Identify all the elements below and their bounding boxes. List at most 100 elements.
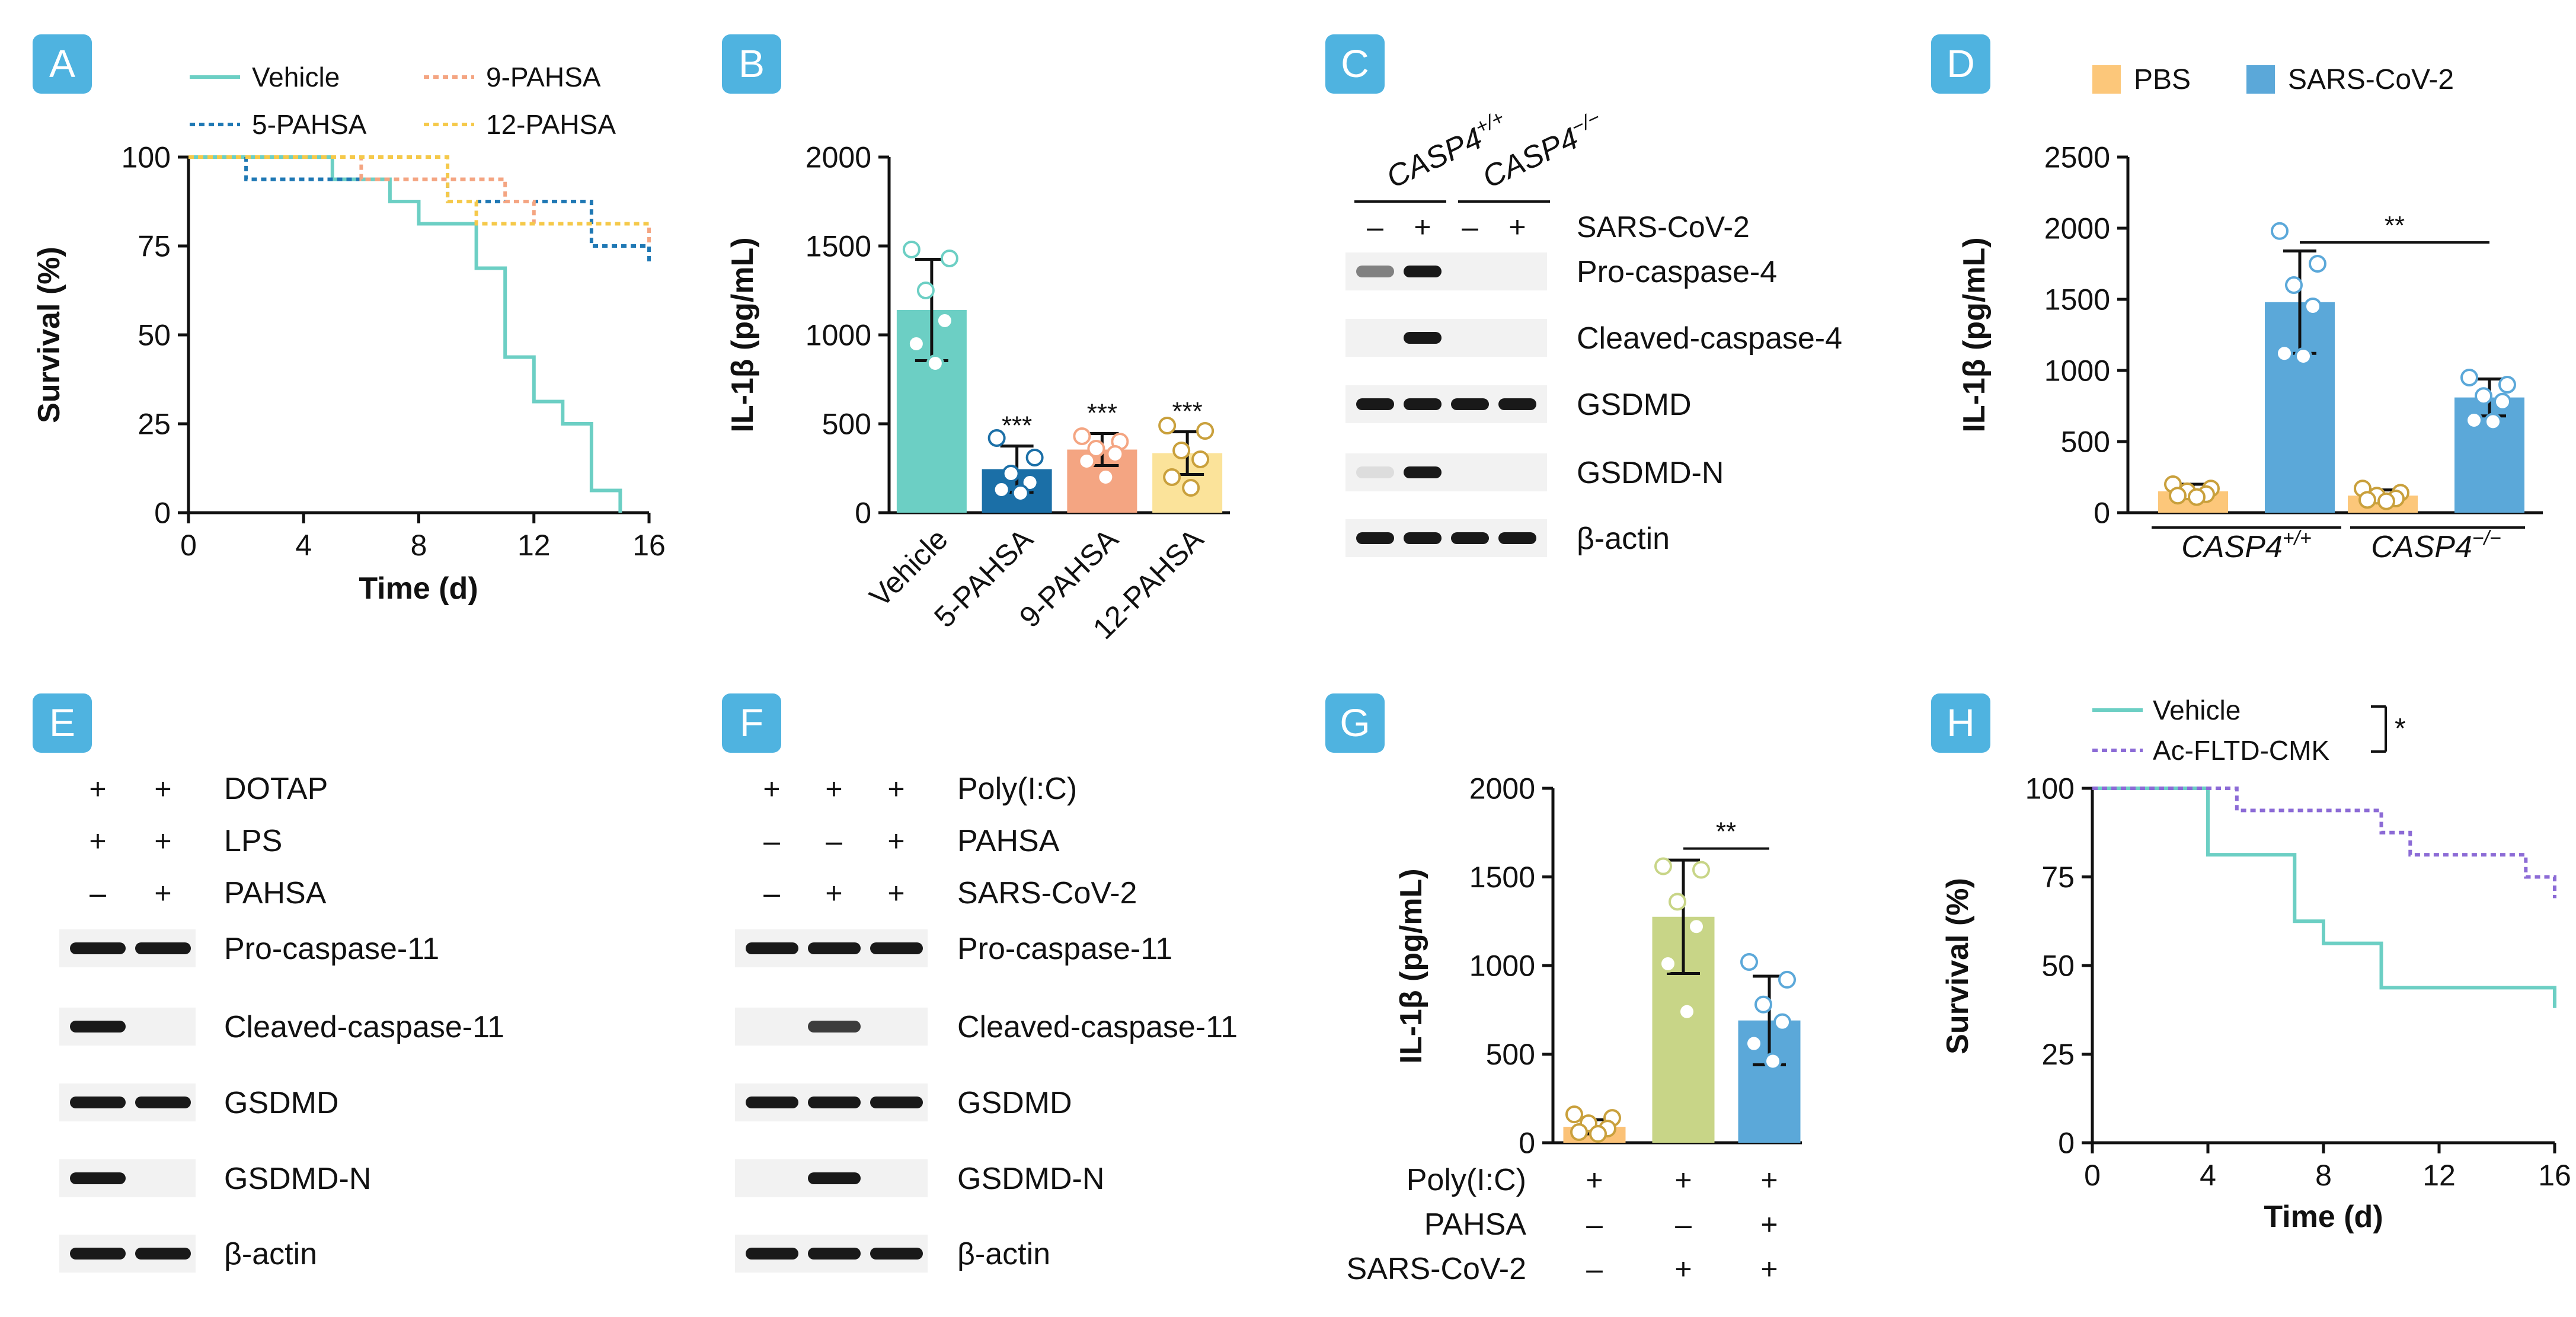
treatment-label: DOTAP <box>224 772 328 806</box>
blot-band <box>808 1172 861 1184</box>
treatment-label: Poly(I:C) <box>957 772 1077 806</box>
blot-band <box>70 942 126 954</box>
data-point <box>926 354 944 372</box>
blot-band <box>1404 266 1442 277</box>
data-point <box>1565 1105 1583 1124</box>
data-point <box>1011 484 1030 502</box>
data-point <box>1669 893 1686 911</box>
significance-label: ** <box>1716 817 1736 846</box>
treatment-label: PAHSA <box>1424 1207 1527 1242</box>
data-point <box>2285 276 2303 294</box>
y-tick-label: 2000 <box>806 141 871 174</box>
y-tick-label: 2000 <box>2044 212 2110 245</box>
data-point <box>2465 411 2483 429</box>
legend-label: 9-PAHSA <box>486 62 601 92</box>
y-tick-label: 2000 <box>1469 772 1535 805</box>
data-point <box>1778 970 1796 989</box>
data-point <box>1687 918 1705 936</box>
badge-box <box>1931 693 1990 753</box>
blot-band <box>1356 398 1394 410</box>
significance-label: *** <box>1087 399 1117 428</box>
data-point <box>1106 445 1124 463</box>
blot-band <box>746 942 798 954</box>
data-point <box>1172 442 1191 459</box>
blot-label: GSDMD <box>957 1086 1072 1120</box>
treatment-sign: + <box>825 877 842 910</box>
blot-label: β-actin <box>224 1237 317 1271</box>
y-axis-label: IL-1β (pg/mL) <box>1394 868 1428 1063</box>
y-tick-label: 100 <box>2025 772 2075 805</box>
data-point <box>907 335 925 353</box>
blot-label: GSDMD <box>224 1086 339 1120</box>
treatment-label: SARS-CoV-2 <box>1347 1252 1526 1286</box>
data-point <box>2358 491 2376 509</box>
x-tick-label: 4 <box>2200 1159 2216 1192</box>
y-tick-label: 2500 <box>2044 141 2110 174</box>
significance-label: *** <box>1172 397 1202 426</box>
treatment-sign: – <box>90 877 106 910</box>
data-point <box>2275 344 2293 363</box>
treatment-sign: + <box>887 824 905 858</box>
y-axis-label: Survival (%) <box>32 247 66 423</box>
treatment-sign: + <box>154 824 171 858</box>
treatment-label: Poly(I:C) <box>1407 1163 1526 1197</box>
y-tick-label: 1000 <box>1469 950 1535 983</box>
y-tick-label: 100 <box>122 141 171 174</box>
blot-band <box>1356 266 1394 277</box>
data-point <box>2475 387 2492 405</box>
blot-label: Cleaved-caspase-11 <box>957 1010 1238 1044</box>
blot-band <box>70 1097 126 1108</box>
treatment-sign: – <box>763 877 780 910</box>
x-tick-label: 4 <box>295 529 312 562</box>
y-axis-label: Survival (%) <box>1941 878 1975 1054</box>
data-point <box>1163 468 1181 486</box>
treatment-label: PAHSA <box>224 876 327 910</box>
treatment-sign: + <box>154 877 171 910</box>
x-tick-label: 12 <box>517 529 551 562</box>
treatment-sign: – <box>1462 210 1478 244</box>
treatment-sign: + <box>154 772 171 805</box>
badge-box <box>722 693 781 753</box>
blot-band <box>808 942 861 954</box>
blot-band <box>1404 532 1442 544</box>
blot-band <box>870 1248 923 1260</box>
panel-a: 0 25 50 75 100 0 4 8 12 16 Survival (%) Time (d) Veh… <box>32 62 666 606</box>
x-tick-label: 0 <box>2084 1159 2101 1192</box>
group-label: CASP4−/− <box>2371 527 2501 564</box>
badge-letter: E <box>49 701 75 744</box>
badge-box <box>1325 693 1385 753</box>
x-tick-label: 0 <box>180 529 197 562</box>
data-point <box>1196 422 1215 440</box>
y-tick-label: 25 <box>2041 1038 2075 1071</box>
data-point <box>916 282 935 299</box>
badge-box <box>33 693 92 753</box>
legend-label: SARS-CoV-2 <box>2288 64 2454 95</box>
panel-d: 0 500 1000 1500 2000 2500 IL-1β (pg/mL) ** CASP4… <box>1957 64 2543 564</box>
treatment-sign: + <box>1760 1163 1778 1197</box>
y-tick-label: 25 <box>138 408 171 441</box>
badge-box <box>1325 34 1385 94</box>
data-point <box>1754 995 1772 1014</box>
panel-badge-H: H <box>1931 693 1990 753</box>
badge-letter: F <box>740 701 763 744</box>
data-point <box>1002 465 1020 482</box>
y-tick-label: 50 <box>2041 950 2075 983</box>
treatment-sign: + <box>1586 1163 1603 1197</box>
treatment-sign: + <box>825 772 842 805</box>
treatment-sign: + <box>1674 1252 1692 1286</box>
legend-label: Vehicle <box>252 62 340 92</box>
treatment-sign: + <box>1760 1208 1778 1241</box>
y-tick-label: 0 <box>855 497 871 530</box>
data-point <box>1773 1013 1791 1031</box>
blot-band <box>135 942 191 954</box>
y-tick-label: 0 <box>154 497 171 530</box>
data-point <box>2498 376 2516 394</box>
y-tick-label: 0 <box>2058 1127 2075 1160</box>
data-point <box>1073 427 1091 445</box>
blot-label: Pro-caspase-4 <box>1577 255 1777 289</box>
data-point <box>1158 417 1177 434</box>
data-point <box>1025 449 1044 466</box>
blot-band <box>1404 398 1442 410</box>
badge-letter: A <box>49 41 75 85</box>
blot-band <box>746 1248 798 1260</box>
